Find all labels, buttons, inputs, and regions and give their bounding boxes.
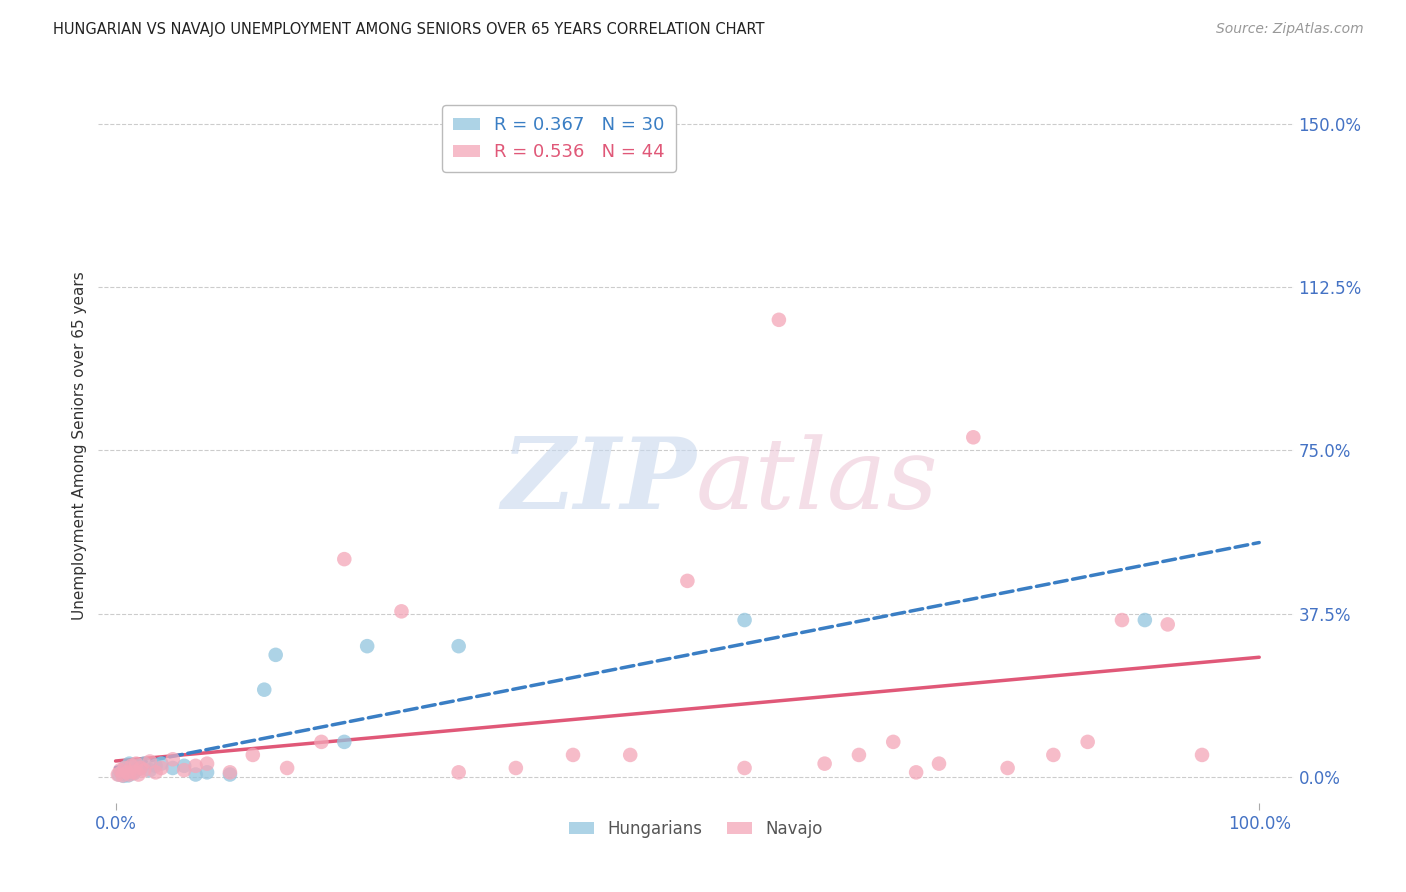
- Point: [150, 761, 173, 775]
- Point: [1111, 613, 1133, 627]
- Point: [125, 763, 148, 777]
- Text: Source: ZipAtlas.com: Source: ZipAtlas.com: [1216, 22, 1364, 37]
- Point: [447, 765, 470, 780]
- Point: [195, 765, 218, 780]
- Point: [962, 430, 984, 444]
- Point: [242, 747, 264, 762]
- Point: [108, 767, 131, 781]
- Point: [162, 761, 184, 775]
- Point: [391, 604, 413, 618]
- Point: [118, 767, 141, 781]
- Point: [562, 747, 585, 762]
- Point: [120, 765, 142, 780]
- Point: [219, 765, 242, 780]
- Point: [184, 767, 207, 781]
- Point: [1191, 747, 1213, 762]
- Point: [115, 767, 138, 781]
- Point: [121, 759, 143, 773]
- Point: [121, 761, 143, 775]
- Legend: Hungarians, Navajo: Hungarians, Navajo: [562, 814, 830, 845]
- Point: [108, 763, 131, 777]
- Point: [997, 761, 1019, 775]
- Point: [333, 735, 356, 749]
- Point: [447, 639, 470, 653]
- Point: [127, 759, 149, 773]
- Point: [1077, 735, 1099, 749]
- Point: [162, 752, 184, 766]
- Point: [311, 735, 333, 749]
- Point: [184, 759, 207, 773]
- Point: [114, 761, 136, 775]
- Point: [253, 682, 276, 697]
- Point: [122, 765, 145, 780]
- Point: [905, 765, 928, 780]
- Point: [129, 761, 152, 775]
- Point: [110, 765, 132, 780]
- Point: [117, 768, 139, 782]
- Point: [814, 756, 837, 771]
- Point: [356, 639, 378, 653]
- Point: [1133, 613, 1156, 627]
- Point: [676, 574, 699, 588]
- Point: [134, 763, 156, 777]
- Point: [219, 767, 242, 781]
- Text: atlas: atlas: [696, 434, 939, 529]
- Point: [882, 735, 904, 749]
- Point: [848, 747, 870, 762]
- Point: [145, 765, 167, 780]
- Point: [107, 767, 129, 781]
- Point: [125, 756, 148, 771]
- Text: ZIP: ZIP: [501, 434, 696, 530]
- Point: [928, 756, 950, 771]
- Point: [150, 756, 173, 771]
- Point: [734, 761, 756, 775]
- Point: [276, 761, 298, 775]
- Point: [505, 761, 527, 775]
- Point: [734, 613, 756, 627]
- Point: [264, 648, 287, 662]
- Point: [619, 747, 641, 762]
- Point: [129, 761, 152, 775]
- Point: [195, 756, 218, 771]
- Point: [112, 769, 135, 783]
- Point: [114, 761, 136, 775]
- Point: [333, 552, 356, 566]
- Point: [1042, 747, 1064, 762]
- Y-axis label: Unemployment Among Seniors over 65 years: Unemployment Among Seniors over 65 years: [72, 272, 87, 620]
- Point: [139, 755, 162, 769]
- Point: [139, 763, 162, 777]
- Point: [173, 763, 195, 777]
- Point: [173, 759, 195, 773]
- Point: [111, 768, 134, 782]
- Point: [118, 756, 141, 771]
- Point: [768, 313, 790, 327]
- Point: [115, 765, 138, 780]
- Point: [1157, 617, 1180, 632]
- Point: [145, 759, 167, 773]
- Point: [134, 756, 156, 771]
- Point: [127, 767, 149, 781]
- Point: [122, 766, 145, 780]
- Text: HUNGARIAN VS NAVAJO UNEMPLOYMENT AMONG SENIORS OVER 65 YEARS CORRELATION CHART: HUNGARIAN VS NAVAJO UNEMPLOYMENT AMONG S…: [53, 22, 765, 37]
- Point: [115, 763, 138, 777]
